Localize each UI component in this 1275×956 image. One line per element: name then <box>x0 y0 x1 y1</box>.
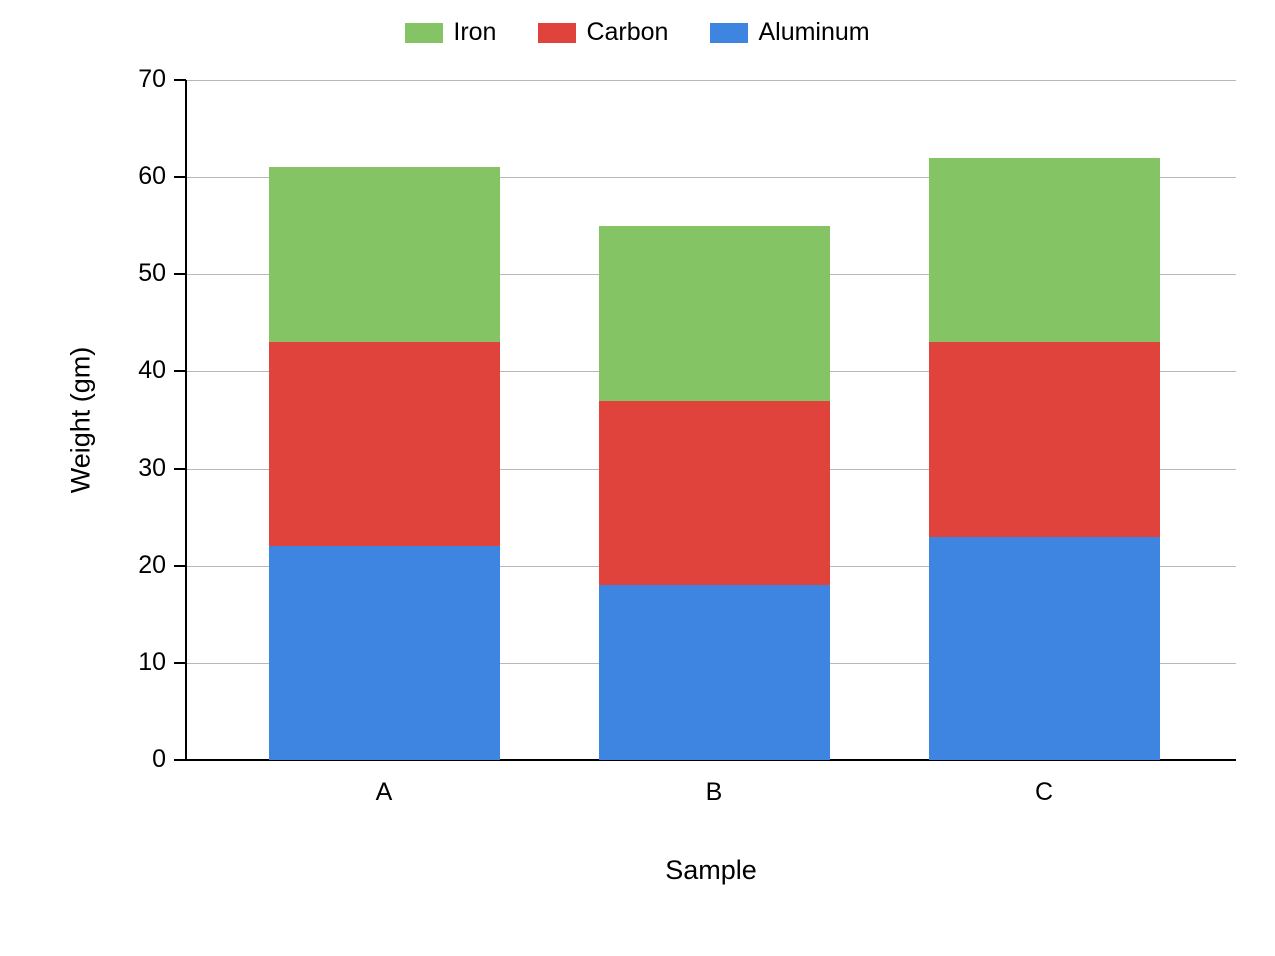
legend-swatch-aluminum <box>710 23 748 43</box>
y-tick-label: 70 <box>116 65 166 94</box>
y-tick <box>174 759 186 761</box>
y-tick-label: 40 <box>116 356 166 385</box>
x-tick-label: B <box>706 778 723 807</box>
legend-swatch-carbon <box>538 23 576 43</box>
bar-segment-iron <box>599 226 830 401</box>
plot-area: 010203040506070ABC <box>186 80 1236 760</box>
x-tick-label: A <box>376 778 393 807</box>
legend-swatch-iron <box>405 23 443 43</box>
y-tick <box>174 176 186 178</box>
gridline <box>186 80 1236 81</box>
y-tick <box>174 662 186 664</box>
legend: Iron Carbon Aluminum <box>0 18 1275 47</box>
bar-segment-aluminum <box>929 537 1160 760</box>
y-tick-label: 50 <box>116 259 166 288</box>
bar-segment-carbon <box>269 342 500 546</box>
y-tick <box>174 370 186 372</box>
y-tick-label: 0 <box>116 745 166 774</box>
y-tick-label: 10 <box>116 648 166 677</box>
bar-segment-carbon <box>929 342 1160 536</box>
y-tick <box>174 79 186 81</box>
bar-segment-aluminum <box>599 585 830 760</box>
bar-segment-iron <box>269 167 500 342</box>
legend-label: Aluminum <box>758 18 869 47</box>
bar-group-b <box>599 226 830 760</box>
legend-item-iron: Iron <box>405 18 496 47</box>
legend-label: Iron <box>453 18 496 47</box>
y-axis-title: Weight (gm) <box>66 347 97 494</box>
y-tick-label: 30 <box>116 454 166 483</box>
legend-item-carbon: Carbon <box>538 18 668 47</box>
bar-segment-carbon <box>599 401 830 586</box>
bar-segment-aluminum <box>269 546 500 760</box>
y-tick <box>174 565 186 567</box>
x-tick-label: C <box>1035 778 1053 807</box>
y-tick <box>174 468 186 470</box>
y-tick <box>174 273 186 275</box>
y-axis-line <box>185 80 187 760</box>
stacked-bar-chart: IronCarbonAluminum 010203040506070ABC We… <box>0 0 1275 956</box>
bar-group-c <box>929 158 1160 760</box>
legend-label: Carbon <box>586 18 668 47</box>
legend-item-aluminum: Aluminum <box>710 18 869 47</box>
bar-group-a <box>269 167 500 760</box>
y-tick-label: 20 <box>116 551 166 580</box>
bar-segment-iron <box>929 158 1160 343</box>
x-axis-title: Sample <box>665 855 757 886</box>
y-tick-label: 60 <box>116 162 166 191</box>
